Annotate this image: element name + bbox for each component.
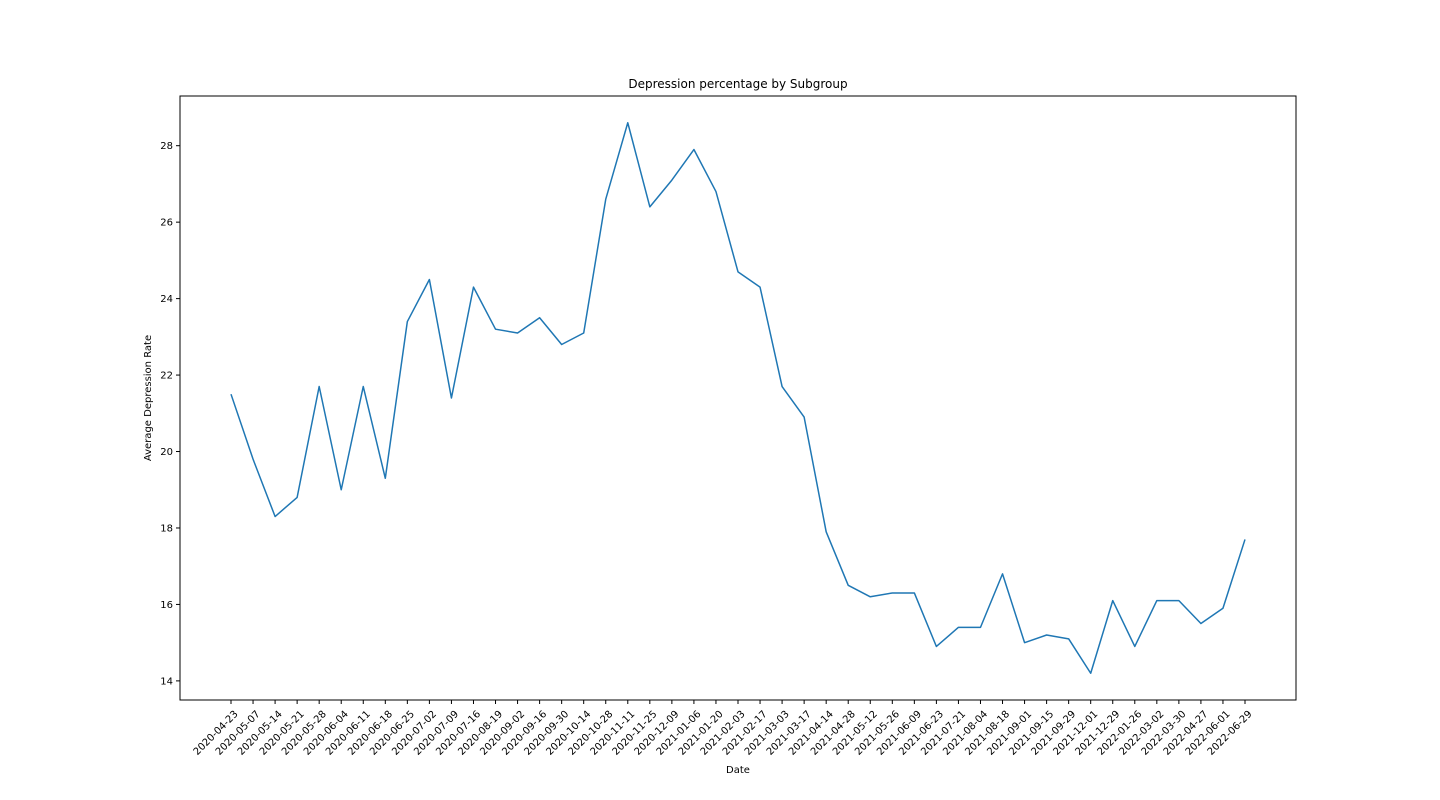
y-tick-label: 16	[160, 600, 173, 611]
plot-frame	[179, 95, 1297, 701]
y-tick-label: 14	[160, 676, 173, 687]
x-axis-label: Date	[726, 765, 750, 776]
y-tick-label: 24	[160, 294, 173, 305]
y-tick-label: 20	[160, 447, 173, 458]
y-tick-label: 26	[160, 218, 173, 229]
y-axis-ticks: 14 16 18 20 22 24 26 28	[160, 141, 180, 687]
series-line	[230, 122, 1246, 674]
y-tick-label: 18	[160, 523, 173, 534]
y-tick-label: 28	[160, 141, 173, 152]
y-axis-label: Average Depression Rate	[143, 335, 154, 461]
y-tick-label: 22	[160, 371, 173, 382]
chart-title: Depression percentage by Subgroup	[628, 77, 847, 91]
